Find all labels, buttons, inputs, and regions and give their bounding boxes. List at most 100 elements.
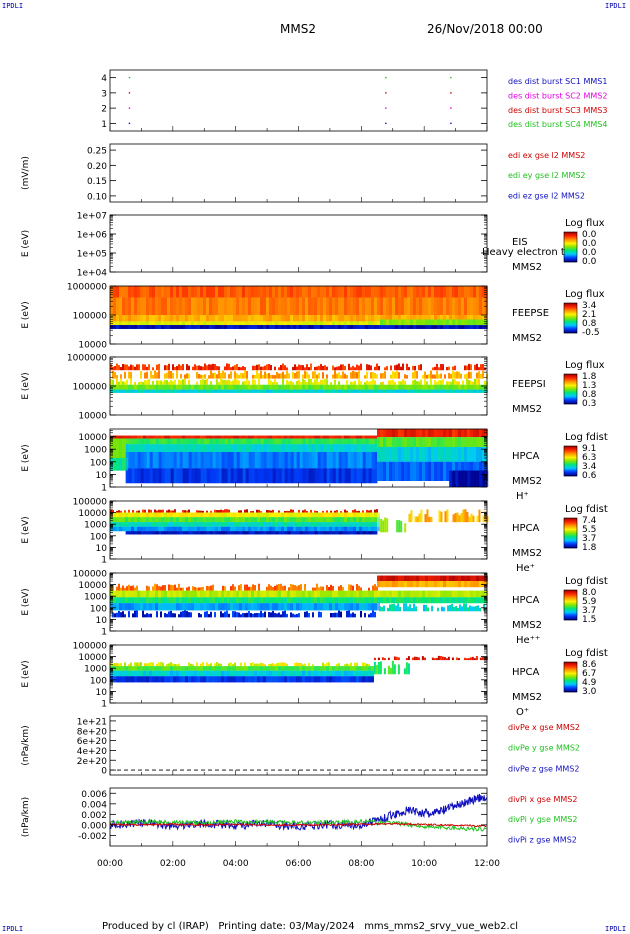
- band-feepsi-3-tex: [356, 384, 359, 390]
- colorbar-hpca_he2: [564, 597, 577, 599]
- band-hpca_h-5-tex: [197, 451, 201, 469]
- band-hpca_he1-0-speck: [292, 509, 294, 513]
- band-hpca_h-6-tex: [290, 468, 294, 484]
- band-feepse-5-tex: [407, 319, 411, 326]
- band-feepsi-4-tex: [275, 389, 278, 393]
- band-hpca_he1-1-tex: [149, 512, 152, 518]
- band-hpca_h-5-tex: [185, 451, 189, 469]
- band-hpca_he1-5-tex: [125, 531, 129, 535]
- band-feepsi-3-tex: [347, 384, 350, 390]
- band-hpca_he2-4-tex: [353, 597, 356, 604]
- colorbar-hpca_h: [564, 447, 577, 449]
- band-hpca_h-0-tex: [200, 435, 203, 439]
- band-feepse-4-tex: [200, 325, 203, 329]
- band-hpca_o-4-speck: [455, 657, 458, 661]
- band-hpca_he2-1-speck: [196, 587, 198, 591]
- band-feepsi-2-speck: [450, 381, 452, 385]
- band-hpca_he1-5-tex: [167, 531, 171, 535]
- ytick-label-hpca_o-1: 10: [96, 688, 108, 698]
- band-hpca_he2-5-tex: [164, 603, 167, 611]
- band-hpca_he1-2-tex: [116, 517, 119, 523]
- band-hpca_he1-0-speck: [128, 509, 130, 513]
- band-feepsi-1-speck: [298, 370, 300, 379]
- colorbar-hpca_he2: [564, 615, 577, 617]
- colorbar-hpca_h: [564, 448, 577, 450]
- band-hpca_he1-1-tex: [158, 512, 161, 518]
- band-hpca_he1-1-tex: [350, 512, 353, 518]
- band-hpca_h-8-tex: [422, 437, 426, 447]
- band-hpca_o-5-speck: [387, 665, 390, 675]
- band-hpca_he2-4-tex: [416, 597, 419, 604]
- colorbar-title-hpca_he2: Log fdist: [565, 576, 608, 587]
- band-feepse-0-tex: [482, 286, 485, 298]
- band-hpca_he2-0-tex: [425, 575, 429, 582]
- band-hpca_he1-1-tex: [365, 512, 368, 518]
- band-feepsi-1-speck: [466, 373, 468, 379]
- band-feepsi-4-tex: [299, 389, 302, 393]
- band-hpca_o-1-tex: [167, 666, 170, 671]
- band-hpca_he2-3-tex: [116, 590, 119, 598]
- band-hpca_h-6-tex: [221, 468, 225, 484]
- band-feepsi-4-tex: [161, 389, 164, 393]
- band-hpca_he1-2-tex: [128, 517, 131, 523]
- band-feepse-0-tex: [167, 286, 170, 298]
- band-hpca_he2-3-tex: [305, 590, 308, 598]
- band-hpca_he1-1-tex: [176, 512, 179, 518]
- band-feepse-1-tex: [419, 297, 422, 315]
- band-feepse-0-tex: [218, 286, 221, 298]
- band-feepsi-0-speck: [454, 365, 456, 371]
- band-feepse-0-tex: [188, 286, 191, 298]
- band-hpca_he1-5-tex: [266, 531, 270, 535]
- band-feepsi-3-tex: [131, 384, 134, 390]
- band-feepse-3-tex: [278, 321, 281, 326]
- band-feepsi-0-speck: [182, 364, 184, 371]
- band-hpca_h-8-tex: [407, 437, 411, 447]
- band-hpca_he1-4-tex: [206, 526, 209, 532]
- band-hpca_he2-1-speck: [300, 584, 302, 591]
- band-hpca_he2-3-tex: [128, 590, 131, 598]
- band-hpca_h-5-tex: [227, 451, 231, 469]
- colorbar-feepsi: [564, 387, 577, 389]
- band-hpca_o-2-tex: [191, 670, 194, 677]
- band-hpca_he2-7-speck: [387, 607, 390, 612]
- band-feepse-1-tex: [314, 297, 317, 315]
- band-feepsi-3-tex: [308, 384, 311, 390]
- band-hpca_o-3-tex: [236, 676, 239, 683]
- ytick-label-feepse-2: 1000000: [67, 283, 107, 293]
- band-hpca_o-4-speck: [451, 657, 454, 661]
- colorbar-hpca_he2: [564, 599, 577, 601]
- band-feepsi-2-speck: [312, 382, 314, 385]
- band-feepsi-4-tex: [323, 389, 326, 393]
- band-hpca_he2-6-speck: [374, 611, 376, 618]
- band-feepse-0-tex: [287, 286, 290, 298]
- band-feepsi-2-speck: [458, 381, 460, 385]
- band-feepse-2-tex: [386, 315, 389, 322]
- band-hpca_h-9-tex: [449, 446, 453, 462]
- band-hpca_o-0-speck: [250, 662, 252, 667]
- band-feepse-3-tex: [293, 321, 296, 326]
- band-hpca_h-5-tex: [260, 451, 264, 469]
- band-feepse-3-tex: [329, 321, 332, 326]
- ytick-label-divpi-1: 0.000: [81, 821, 107, 831]
- band-hpca_he2-7-speck: [463, 603, 466, 612]
- band-feepsi-3-tex: [293, 384, 296, 390]
- band-feepse-1-tex: [239, 297, 242, 315]
- band-feepsi-0-speck: [480, 364, 482, 371]
- band-feepse-3-tex: [140, 321, 143, 326]
- band-feepse-2-tex: [320, 315, 323, 322]
- band-hpca_h-0-tex: [272, 435, 275, 439]
- band-feepse-4-tex: [371, 325, 374, 329]
- band-hpca_he1-2-tex: [143, 517, 146, 523]
- band-feepsi-4-tex: [185, 389, 188, 393]
- band-feepse-3-tex: [338, 321, 341, 326]
- band-feepsi-3-tex: [272, 384, 275, 390]
- band-hpca_he1-5-tex: [239, 531, 243, 535]
- band-hpca_o-0-speck: [346, 663, 348, 667]
- band-hpca_o-0-speck: [152, 662, 154, 667]
- colorbar-feepse: [564, 304, 577, 306]
- band-hpca_h-6-tex: [317, 468, 321, 484]
- band-feepsi-0-speck: [366, 364, 368, 371]
- band-feepsi-4-tex: [284, 389, 287, 393]
- band-hpca_he1-5-tex: [233, 531, 237, 535]
- band-hpca_h-9-tex: [395, 446, 399, 462]
